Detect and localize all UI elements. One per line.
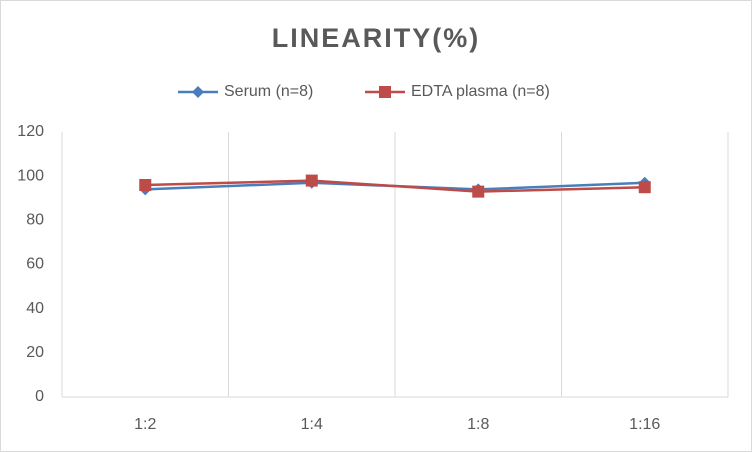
x-tick-label: 1:4 xyxy=(301,416,323,433)
legend-label: Serum (n=8) xyxy=(224,83,313,100)
y-tick-label: 60 xyxy=(26,256,44,273)
legend-label: EDTA plasma (n=8) xyxy=(411,83,550,100)
y-tick-label: 20 xyxy=(26,344,44,361)
y-tick-label: 120 xyxy=(17,123,44,140)
y-tick-label: 80 xyxy=(26,212,44,229)
x-tick-label: 1:16 xyxy=(629,416,660,433)
y-tick-label: 0 xyxy=(35,388,44,405)
series-marker xyxy=(305,174,318,187)
y-tick-label: 100 xyxy=(17,167,44,184)
series-marker xyxy=(638,181,651,194)
legend-marker xyxy=(379,86,391,98)
series-marker xyxy=(472,185,485,198)
series-marker xyxy=(139,179,152,191)
x-tick-label: 1:2 xyxy=(134,416,156,433)
x-tick-label: 1:8 xyxy=(467,416,489,433)
series-line xyxy=(145,179,645,193)
chart-title: LINEARITY(%) xyxy=(272,23,481,53)
legend-marker xyxy=(192,86,204,98)
y-tick-label: 40 xyxy=(26,300,44,317)
